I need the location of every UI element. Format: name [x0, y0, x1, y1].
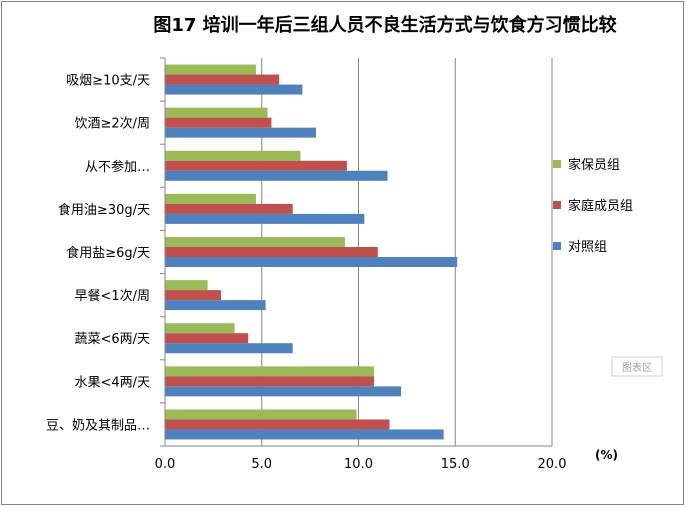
x-tick-label: 5.0 — [251, 457, 272, 472]
bar — [165, 333, 249, 344]
bar — [165, 84, 303, 95]
bars — [165, 64, 458, 440]
x-tick-label: 10.0 — [344, 457, 373, 472]
category-label: 食用油≥30g/天 — [58, 202, 150, 218]
bar — [165, 290, 222, 301]
bar — [165, 127, 316, 138]
bar — [165, 343, 293, 354]
bar — [165, 170, 388, 181]
bar — [165, 366, 374, 377]
x-tick-label: 0.0 — [155, 457, 176, 472]
bar — [165, 419, 390, 430]
category-label: 饮酒≥2次/周 — [74, 116, 150, 132]
x-tick-label: 15.0 — [441, 457, 470, 472]
bar — [165, 203, 293, 214]
bar — [165, 213, 365, 224]
category-label: 吸烟≥10支/天 — [66, 74, 150, 89]
bar — [165, 257, 458, 267]
axes — [160, 57, 552, 447]
bar — [165, 64, 256, 75]
chart-title: 图17 培训一年后三组人员不良生活方式与饮食方习惯比较 — [153, 14, 616, 36]
bar — [165, 409, 357, 420]
category-label: 蔬菜<6两/天 — [74, 332, 150, 347]
bar — [165, 150, 301, 161]
legend-label: 家保员组 — [568, 157, 620, 173]
bar — [165, 160, 347, 171]
bar — [165, 280, 208, 291]
x-tick-label: 20.0 — [538, 457, 567, 472]
bar — [165, 376, 374, 387]
svg-text:图表区: 图表区 — [622, 361, 652, 374]
chart-area-watermark: 图表区 — [611, 356, 663, 377]
category-label: 从不参加… — [85, 159, 150, 175]
bar — [165, 386, 402, 397]
legend-swatch — [553, 201, 561, 209]
bar — [165, 117, 272, 128]
legend-swatch — [553, 160, 561, 168]
legend-swatch — [553, 242, 561, 250]
bar — [165, 247, 378, 257]
category-label: 水果<4两/天 — [74, 375, 150, 390]
bar — [165, 237, 345, 247]
bar — [165, 193, 256, 204]
category-label: 豆、奶及其制品… — [46, 418, 150, 433]
category-label: 早餐<1次/周 — [74, 288, 150, 304]
bar — [165, 429, 444, 440]
category-label: 食用盐≥6g/天 — [66, 245, 150, 261]
legend-label: 家庭成员组 — [568, 198, 633, 214]
bar — [165, 107, 268, 118]
bar — [165, 323, 235, 334]
legend-label: 对照组 — [568, 240, 607, 255]
x-axis-unit-label: (%) — [595, 448, 618, 462]
tick-labels: 0.0 5.0 10.0 15.0 20.0 — [155, 457, 567, 472]
bar — [165, 300, 266, 311]
bar — [165, 74, 280, 85]
